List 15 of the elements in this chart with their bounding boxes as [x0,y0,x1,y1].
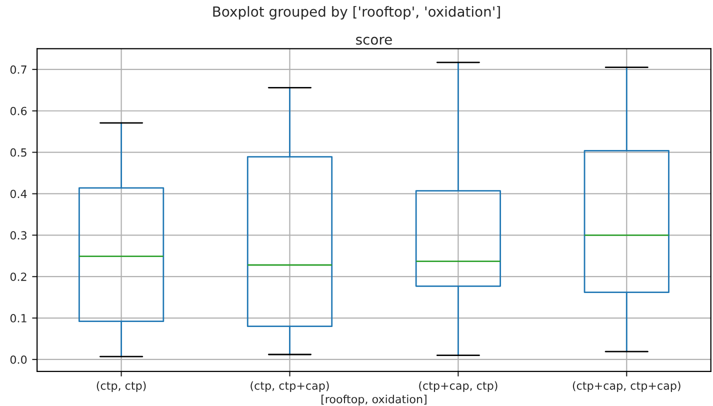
y-tick-label: 0.6 [10,106,27,116]
y-tick-label: 0.2 [10,272,26,281]
x-axis-title: [rooftop, oxidation] [322,394,426,406]
y-tick-label: 0.5 [10,148,26,157]
y-tick-label: 0.1 [10,314,26,322]
chart-subtitle: score [356,36,392,45]
y-tick-label: 0.3 [10,231,26,240]
y-tick-label: 0.4 [10,190,27,198]
y-tick-label: 0.0 [10,355,27,364]
chart-title: Boxplot grouped by ['rooftop', 'oxidation'] [213,6,500,20]
x-tick-label: (ctp+cap, ctp+cap) [572,381,680,392]
x-tick-label: (ctp, ctp) [96,381,146,392]
x-tick-label: (ctp+cap, ctp) [419,381,498,392]
y-tick-label: 0.7 [10,65,26,74]
x-tick-label: (ctp, ctp+cap) [250,381,329,392]
